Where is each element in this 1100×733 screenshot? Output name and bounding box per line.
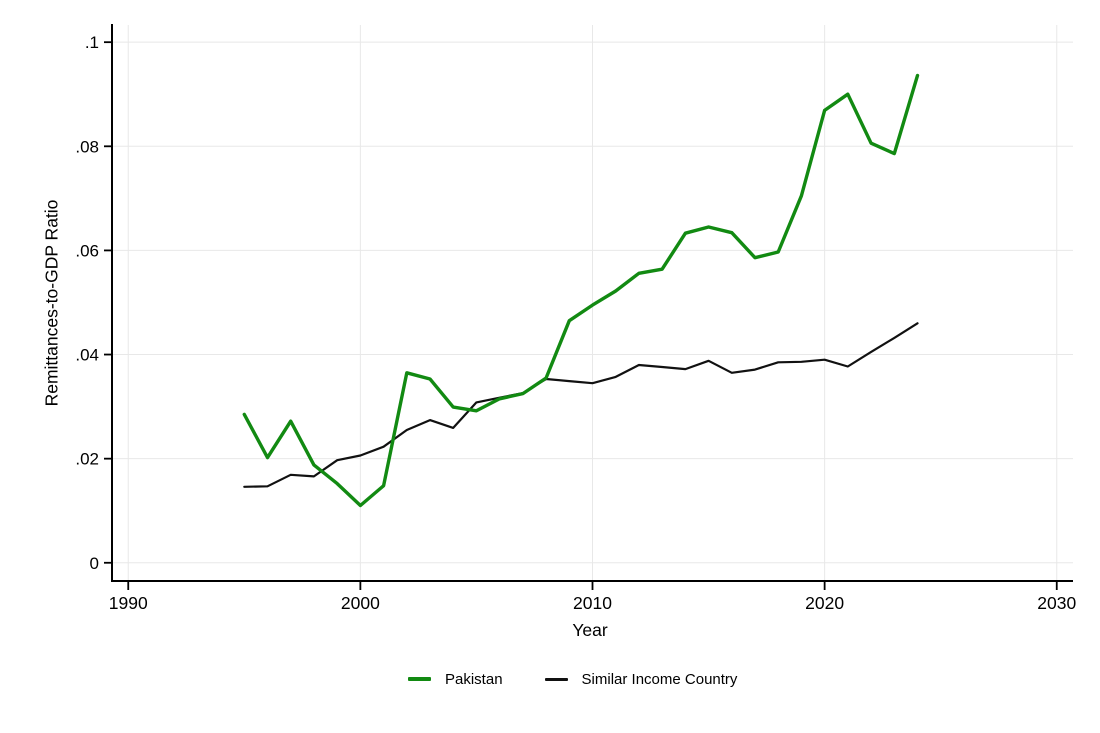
y-tick-label: .08 — [75, 137, 99, 156]
y-tick-label: 0 — [90, 554, 99, 573]
x-tick-label: 2020 — [805, 593, 844, 613]
legend-label-pakistan: Pakistan — [445, 670, 503, 688]
pakistan-line-swatch — [408, 677, 431, 681]
y-tick-label: .04 — [75, 346, 99, 365]
y-tick-label: .1 — [85, 33, 99, 52]
x-tick-label: 2030 — [1037, 593, 1076, 613]
x-tick-label: 1990 — [109, 593, 148, 613]
series-line-similar-income-country — [243, 322, 919, 488]
series-line-pakistan — [242, 73, 920, 508]
y-tick-label: .02 — [75, 450, 99, 469]
similar-income-country-line-swatch — [544, 677, 568, 681]
x-tick-label: 2000 — [341, 593, 380, 613]
y-tick-label: .06 — [75, 241, 99, 260]
x-tick-label: 2010 — [573, 593, 612, 613]
x-axis-title: Year — [572, 620, 608, 640]
legend: Pakistan Similar Income Country — [408, 670, 737, 688]
y-axis-title: Remittances-to-GDP Ratio — [41, 199, 62, 407]
legend-label-similar-income-country: Similar Income Country — [581, 670, 738, 688]
